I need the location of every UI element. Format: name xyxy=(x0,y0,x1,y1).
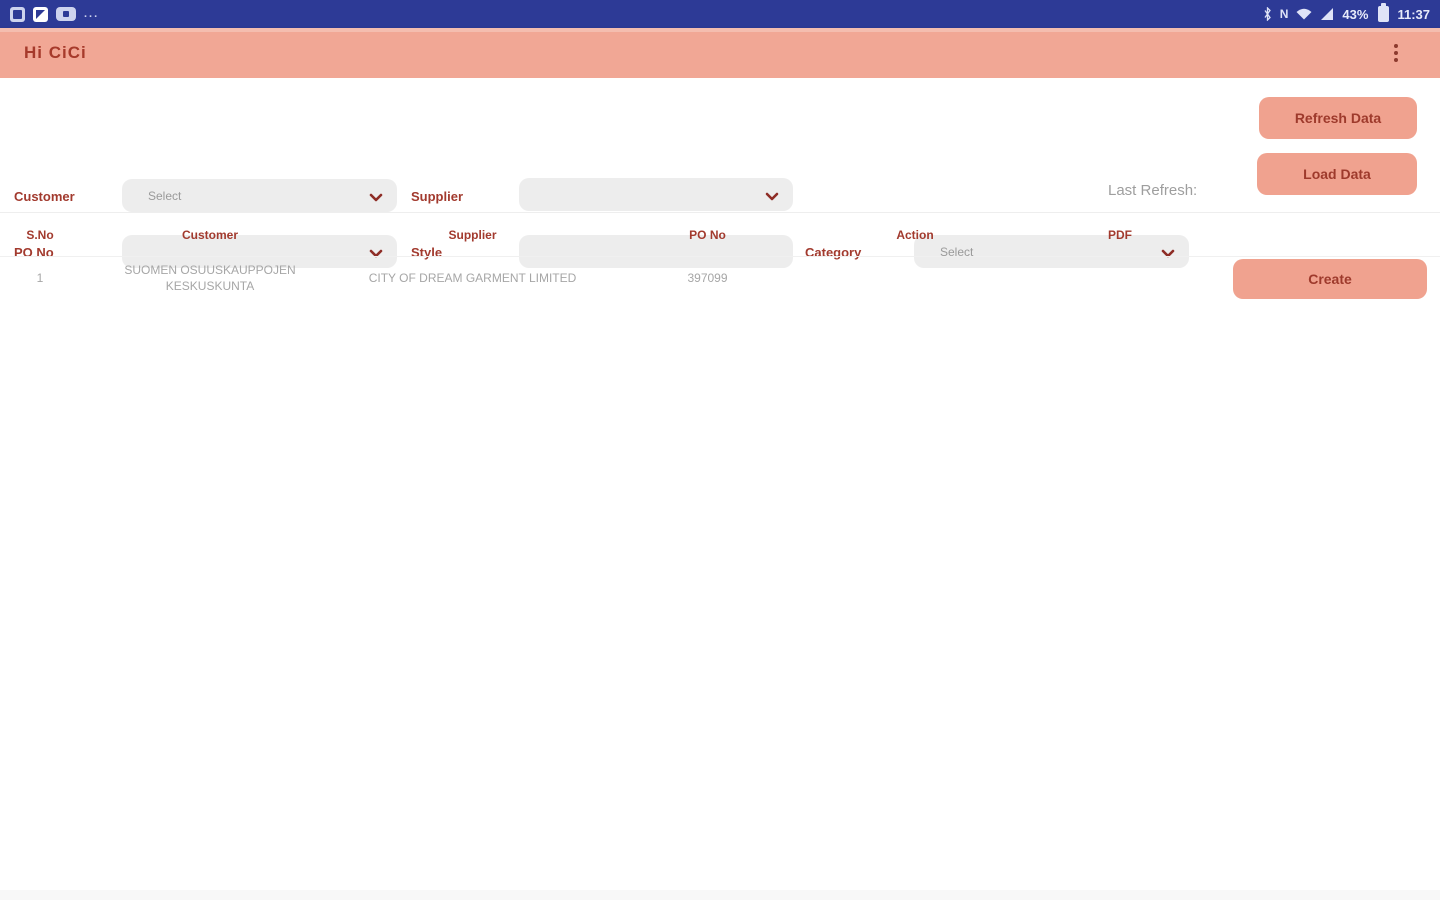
filter-panel: Customer Select Supplier Last Refresh: R… xyxy=(0,78,1440,268)
notification-overflow-dots: ... xyxy=(84,8,100,20)
customer-label: Customer xyxy=(14,189,75,204)
create-button[interactable]: Create xyxy=(1233,259,1427,299)
row-sno: 1 xyxy=(36,271,44,286)
battery-icon xyxy=(1378,3,1390,22)
row-customer: SUOMEN OSUUSKAUPPOJEN KESKUSKUNTA xyxy=(124,263,296,293)
header-supplier: Supplier xyxy=(448,227,497,242)
wifi-icon xyxy=(1296,8,1312,20)
header-action: Action xyxy=(896,227,934,242)
status-bar: ... N 43% 11:37 xyxy=(0,0,1440,28)
header-pdf: PDF xyxy=(1108,227,1132,242)
customer-select[interactable]: Select xyxy=(122,179,397,212)
supplier-label: Supplier xyxy=(411,189,464,204)
bottom-edge xyxy=(0,890,1440,900)
screen-capture-icon xyxy=(33,6,48,22)
table-row: 1 SUOMEN OSUUSKAUPPOJEN KESKUSKUNTA CITY… xyxy=(0,257,1440,301)
chevron-down-icon xyxy=(369,189,383,207)
supplier-select[interactable] xyxy=(519,178,793,211)
nfc-icon: N xyxy=(1279,7,1289,21)
header-po-no: PO No xyxy=(689,227,726,242)
battery-percent: 43% xyxy=(1342,6,1369,22)
style-input[interactable] xyxy=(519,235,793,268)
app-bar: Hi CiCi xyxy=(0,28,1440,78)
last-refresh-label: Last Refresh: xyxy=(1108,182,1198,199)
refresh-data-button[interactable]: Refresh Data xyxy=(1259,97,1417,139)
kebab-menu-icon[interactable] xyxy=(1386,28,1406,78)
row-supplier: CITY OF DREAM GARMENT LIMITED xyxy=(368,271,577,286)
page-title: Hi CiCi xyxy=(24,43,87,62)
category-select[interactable]: Select xyxy=(914,235,1189,268)
chevron-down-icon xyxy=(765,188,779,206)
bluetooth-icon xyxy=(1263,7,1272,21)
customer-select-value: Select xyxy=(148,188,182,203)
header-sno: S.No xyxy=(26,227,54,242)
cell-signal-icon xyxy=(1320,8,1334,20)
category-select-value: Select xyxy=(940,244,974,259)
header-customer: Customer xyxy=(181,227,238,242)
clock: 11:37 xyxy=(1397,6,1430,22)
video-app-icon xyxy=(56,7,76,21)
results-table: S.No Customer Supplier PO No Action PDF … xyxy=(0,212,1440,301)
load-data-button[interactable]: Load Data xyxy=(1257,153,1417,195)
row-po-no: 397099 xyxy=(687,271,728,286)
table-header-row: S.No Customer Supplier PO No Action PDF xyxy=(0,213,1440,257)
gallery-icon xyxy=(10,6,25,22)
